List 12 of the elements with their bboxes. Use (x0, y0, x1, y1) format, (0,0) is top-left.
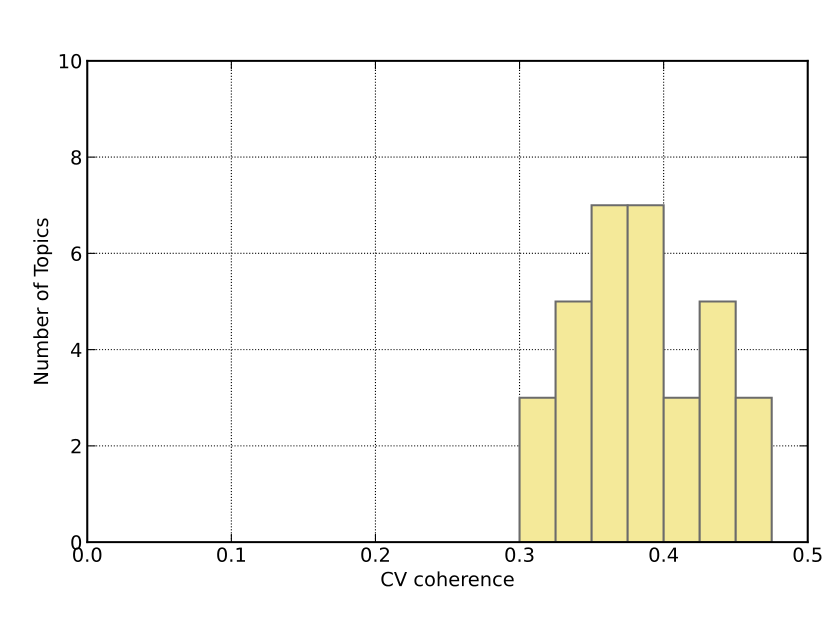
x-tick-label: 0.5 (794, 547, 822, 562)
x-tick-label: 0.2 (361, 547, 389, 562)
y-tick-label: 6 (71, 246, 82, 262)
y-axis-title: Number of Topics (33, 218, 52, 384)
y-tick-label: 8 (71, 150, 82, 165)
x-tick-label: 0.3 (505, 547, 534, 562)
y-tick-label: 10 (60, 54, 82, 69)
y-tick-label: 4 (70, 342, 82, 358)
x-tick-label: 0.4 (649, 547, 678, 562)
x-tick-label: 0.1 (217, 547, 246, 562)
y-tick-label: 2 (71, 438, 80, 454)
x-axis-title: CV coherence (381, 571, 514, 586)
